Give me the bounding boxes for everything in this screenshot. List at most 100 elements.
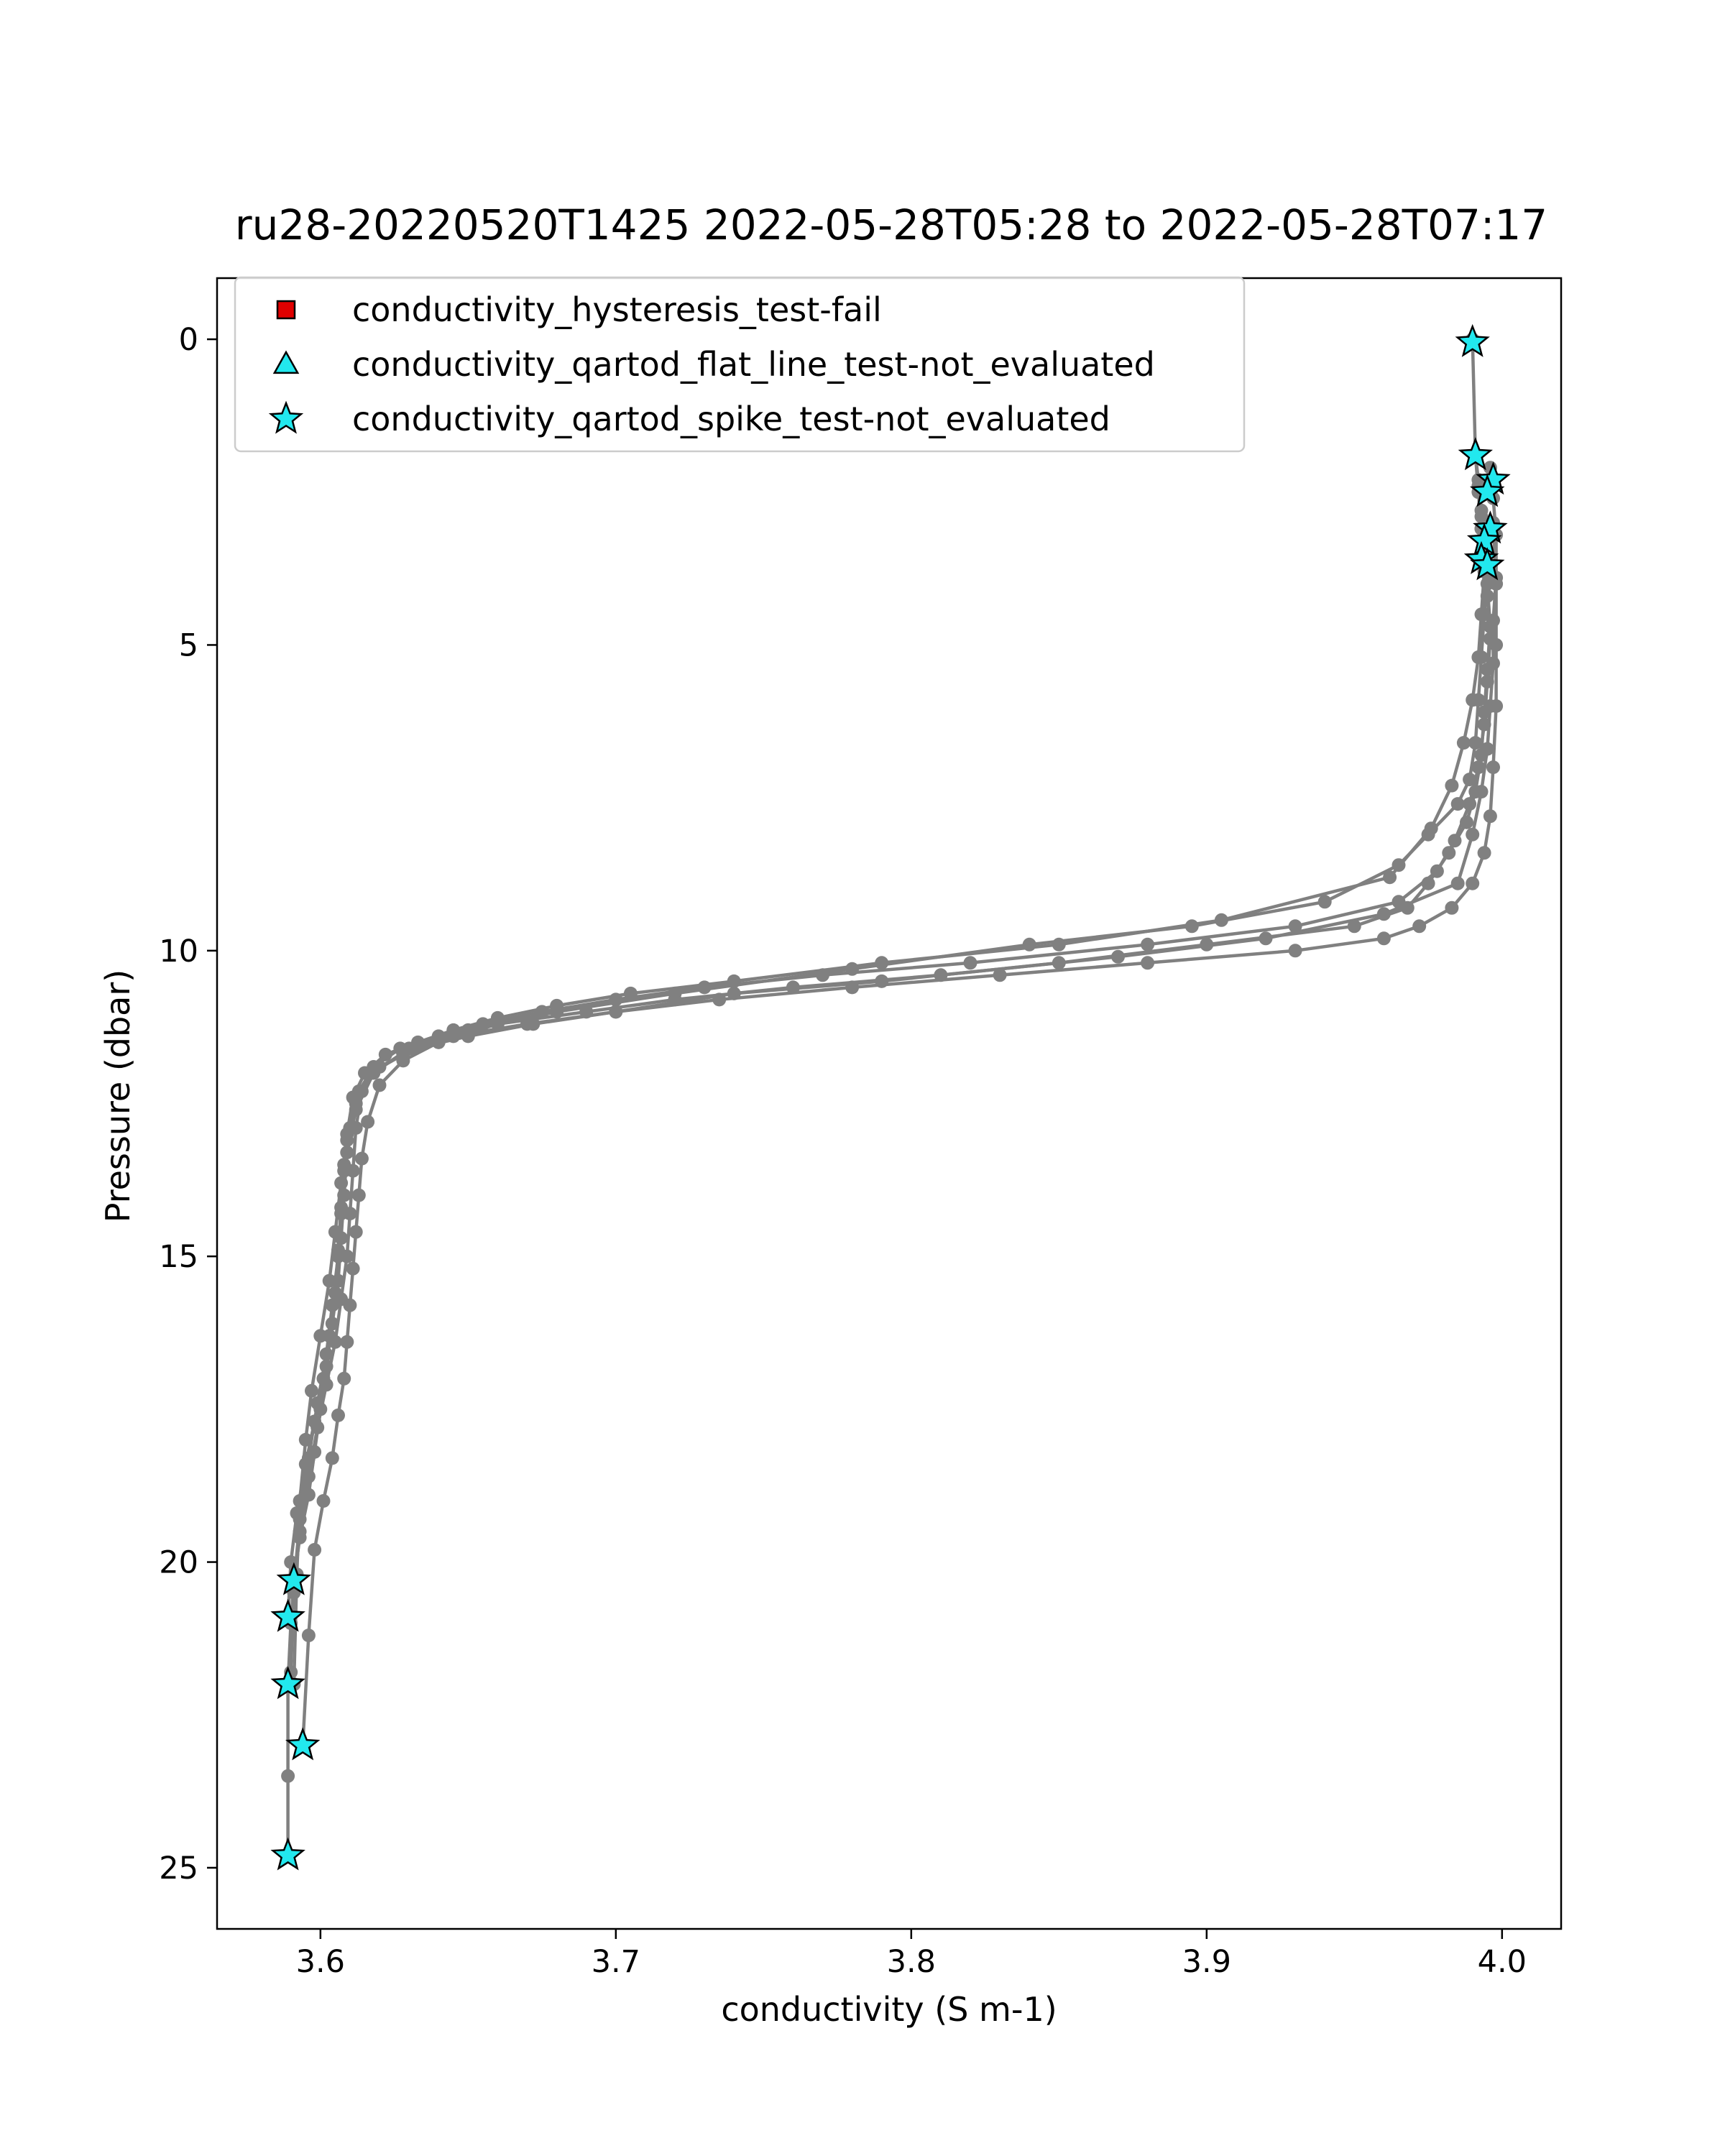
profile-point <box>349 1121 363 1135</box>
star-flag-marker <box>1455 323 1490 357</box>
profile-point <box>1471 760 1486 775</box>
star-flag-marker <box>1470 547 1505 581</box>
x-tick-label: 4.0 <box>1478 1944 1527 1980</box>
profile-point <box>623 986 638 1000</box>
profile-point <box>319 1378 334 1392</box>
profile-point <box>1317 895 1332 909</box>
legend-entry-label: conductivity_qartod_flat_line_test-not_e… <box>352 345 1155 384</box>
profile-point <box>1489 576 1504 591</box>
profile-point <box>1483 809 1497 824</box>
profile-point <box>1463 797 1477 811</box>
profile-point <box>1456 736 1471 750</box>
x-axis-label: conductivity (S m-1) <box>721 1990 1057 2029</box>
profile-point <box>334 1292 349 1307</box>
profile-point <box>712 992 727 1007</box>
profile-point <box>1445 778 1459 793</box>
profile-point <box>1383 870 1397 885</box>
profile-point <box>1466 827 1480 842</box>
profile-point <box>1489 637 1504 652</box>
profile-point <box>1445 900 1459 915</box>
profile-point <box>337 1371 351 1386</box>
profile-point <box>322 1273 336 1288</box>
x-tick-label: 3.8 <box>887 1944 936 1980</box>
profile-point <box>349 1225 363 1239</box>
profile-point <box>1480 675 1494 688</box>
plot-area <box>270 323 1511 1871</box>
profile-point <box>1376 931 1391 946</box>
profile-point <box>305 1383 318 1398</box>
profile-point <box>1141 937 1155 952</box>
profile-point <box>1424 821 1438 836</box>
y-axis-label: Pressure (dbar) <box>98 969 137 1222</box>
y-tick-label: 25 <box>159 1851 198 1886</box>
profile-point <box>461 1029 475 1044</box>
profile-point <box>316 1494 331 1508</box>
y-tick-label: 10 <box>159 934 198 969</box>
profile-point <box>1448 834 1462 848</box>
profile-point <box>963 956 978 970</box>
profile-point <box>1489 699 1504 713</box>
star-flag-marker <box>276 1562 312 1595</box>
profile-point <box>609 1005 623 1019</box>
profile-point <box>372 1078 387 1092</box>
profile-point <box>361 1115 375 1129</box>
profile-point <box>1392 895 1406 909</box>
profile-point <box>1450 797 1465 811</box>
profile-point <box>490 1010 505 1025</box>
profile-point <box>1430 864 1444 878</box>
x-axis-ticks: 3.6 3.7 3.8 3.9 4.0 <box>296 1929 1527 1980</box>
y-axis-ticks: 0 5 10 15 20 25 <box>159 322 217 1886</box>
star-flag-marker <box>1470 474 1505 507</box>
profile-point <box>408 1041 422 1056</box>
legend-square-marker <box>276 300 296 320</box>
profile-point <box>526 1017 540 1031</box>
profile-point <box>354 1084 369 1098</box>
profile-point <box>993 968 1007 982</box>
profile-point <box>1471 650 1486 664</box>
profile-point <box>331 1408 345 1422</box>
y-tick-label: 0 <box>179 322 198 358</box>
profile-line-5 <box>289 455 1486 1672</box>
profile-point <box>727 974 741 988</box>
profile-point <box>325 1451 339 1465</box>
star-flag-marker <box>1466 522 1502 556</box>
profile-point <box>293 1524 307 1539</box>
profile-point <box>1477 846 1491 860</box>
profile-point <box>1141 956 1155 970</box>
profile-point <box>308 1543 322 1557</box>
profile-point <box>1288 919 1302 934</box>
profile-point <box>301 1628 316 1643</box>
profile-point <box>378 1047 392 1061</box>
profile-point <box>1466 693 1480 707</box>
profile-point <box>1466 876 1480 890</box>
profile-point <box>343 1207 357 1221</box>
legend-entry-label: conductivity_qartod_spike_test-not_evalu… <box>352 400 1110 438</box>
profile-point <box>875 956 889 970</box>
profile-point <box>340 1249 354 1263</box>
profile-point <box>281 1769 295 1783</box>
profile-point <box>1347 919 1361 934</box>
legend: conductivity_hysteresis_test-failconduct… <box>234 276 1246 453</box>
legend-triangle-marker <box>272 350 300 374</box>
profile-point <box>1200 937 1214 952</box>
profile-point <box>351 1188 366 1202</box>
profile-point <box>301 1470 316 1483</box>
star-flag-marker <box>270 1837 305 1871</box>
star-flag-marker <box>1458 437 1493 471</box>
x-tick-label: 3.9 <box>1182 1944 1231 1980</box>
legend-frame <box>234 276 1246 453</box>
profile-point <box>372 1060 387 1074</box>
star-flag-marker <box>285 1727 321 1761</box>
profile-point <box>1468 736 1483 750</box>
profile-point <box>346 1261 360 1276</box>
star-flag-marker <box>270 1598 305 1632</box>
y-tick-label: 20 <box>159 1545 198 1581</box>
profile-point <box>1477 717 1491 732</box>
legend-star-marker <box>268 400 304 434</box>
profile-point <box>346 1164 360 1178</box>
profile-point <box>310 1420 325 1434</box>
profile-point <box>550 998 564 1013</box>
y-tick-label: 15 <box>159 1239 198 1275</box>
legend-entry-label: conductivity_hysteresis_test-fail <box>352 290 882 329</box>
